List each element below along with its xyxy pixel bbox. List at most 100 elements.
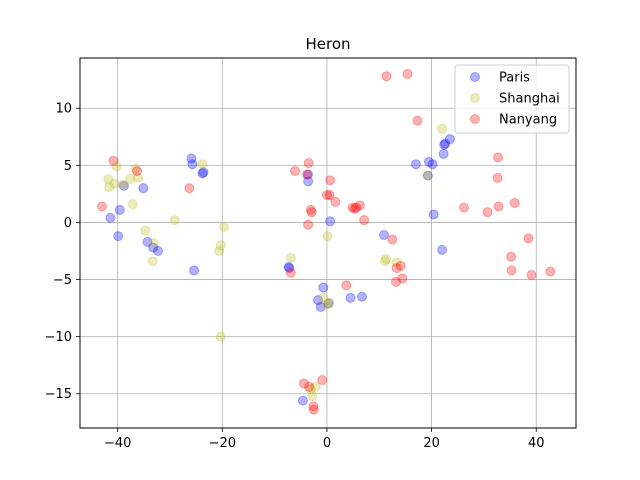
data-point-shanghai — [147, 256, 158, 267]
data-point-shanghai — [169, 215, 180, 226]
data-point-paris — [323, 298, 334, 309]
y-tick-label: −15 — [45, 387, 72, 402]
y-tick-label: 0 — [64, 216, 72, 231]
data-point-nanyang — [395, 260, 406, 271]
data-point-paris — [313, 295, 324, 306]
data-point-shanghai — [214, 245, 225, 256]
y-tick-label: −10 — [45, 330, 72, 345]
data-point-nanyang — [381, 71, 392, 82]
data-point-nanyang — [347, 202, 358, 213]
x-tick-label: −40 — [104, 436, 131, 451]
data-point-shanghai — [133, 172, 144, 183]
x-tick-label: 40 — [528, 436, 545, 451]
y-tick-label: −5 — [53, 273, 72, 288]
data-point-shanghai — [148, 238, 159, 248]
data-point-shanghai — [381, 253, 392, 264]
data-point-paris — [186, 153, 197, 164]
data-point-nanyang — [308, 401, 319, 412]
x-tick-label: −20 — [209, 436, 236, 451]
data-point-shanghai — [104, 182, 115, 193]
legend-label-paris: Paris — [499, 71, 530, 86]
data-point-paris — [410, 159, 421, 170]
data-points — [96, 68, 556, 415]
data-point-shanghai — [324, 297, 335, 308]
x-tick-label: 0 — [323, 436, 331, 451]
data-point-paris — [105, 212, 116, 223]
data-point-paris — [378, 230, 389, 241]
data-point-nanyang — [96, 201, 107, 212]
legend: Paris Shanghai Nanyang — [454, 64, 570, 134]
data-point-shanghai — [130, 163, 141, 174]
data-point-shanghai — [437, 123, 448, 134]
x-tick-label: 20 — [423, 436, 440, 451]
data-point-nanyang — [108, 155, 119, 166]
data-point-paris — [315, 301, 326, 312]
data-point-shanghai — [215, 240, 226, 251]
series-paris — [105, 134, 455, 406]
data-point-nanyang — [359, 215, 370, 226]
data-point-nanyang — [397, 273, 408, 284]
data-point-shanghai — [140, 225, 151, 236]
data-point-paris — [284, 263, 295, 274]
data-point-shanghai — [125, 174, 136, 185]
data-point-shanghai — [380, 256, 391, 267]
data-point-nanyang — [506, 251, 517, 262]
data-point-nanyang — [523, 233, 534, 244]
data-point-nanyang — [302, 169, 313, 180]
data-point-nanyang — [305, 204, 316, 215]
data-point-nanyang — [526, 269, 537, 280]
data-point-shanghai — [307, 391, 318, 402]
data-point-paris — [283, 261, 294, 272]
data-point-nanyang — [132, 166, 143, 177]
data-point-nanyang — [290, 166, 301, 177]
data-point-nanyang — [492, 172, 503, 183]
data-point-shanghai — [218, 222, 229, 233]
data-point-nanyang — [303, 219, 314, 230]
data-point-shanghai — [422, 170, 433, 181]
data-point-nanyang — [459, 202, 470, 213]
data-point-nanyang — [298, 378, 309, 389]
data-point-paris — [303, 176, 314, 187]
data-point-paris — [303, 169, 314, 180]
data-point-nanyang — [330, 196, 341, 207]
data-point-shanghai — [322, 231, 333, 242]
data-point-nanyang — [412, 115, 423, 126]
plot-area-frame — [79, 57, 577, 429]
data-point-nanyang — [317, 375, 328, 386]
data-point-nanyang — [351, 202, 362, 213]
data-point-nanyang — [509, 198, 520, 209]
data-point-nanyang — [402, 68, 413, 79]
data-point-paris — [142, 236, 153, 247]
legend-marker-nanyang — [470, 114, 480, 124]
data-point-shanghai — [117, 179, 128, 190]
legend-label-shanghai: Shanghai — [499, 92, 560, 107]
data-point-paris — [318, 282, 329, 293]
data-point-nanyang — [349, 203, 360, 214]
data-point-paris — [152, 245, 163, 256]
data-point-paris — [148, 242, 159, 253]
data-point-shanghai — [310, 381, 321, 392]
data-point-paris — [422, 170, 433, 181]
data-point-paris — [427, 159, 438, 170]
data-point-paris — [437, 244, 448, 255]
data-point-shanghai — [321, 299, 332, 310]
data-point-paris — [357, 291, 368, 302]
data-point-nanyang — [321, 190, 332, 201]
data-point-paris — [444, 134, 455, 145]
data-point-shanghai — [285, 252, 296, 263]
data-point-paris — [118, 180, 129, 191]
data-point-nanyang — [306, 207, 317, 218]
data-point-nanyang — [303, 158, 314, 169]
legend-marker-paris — [470, 72, 480, 82]
data-point-shanghai — [109, 178, 120, 189]
data-point-nanyang — [506, 265, 517, 276]
data-point-nanyang — [324, 190, 335, 201]
series-shanghai — [103, 123, 448, 402]
legend-box — [454, 64, 570, 134]
series-nanyang — [96, 68, 556, 415]
data-point-paris — [440, 138, 451, 149]
data-point-paris — [198, 167, 209, 178]
data-point-nanyang — [545, 266, 556, 277]
data-point-paris — [113, 231, 124, 242]
data-point-paris — [325, 216, 336, 227]
